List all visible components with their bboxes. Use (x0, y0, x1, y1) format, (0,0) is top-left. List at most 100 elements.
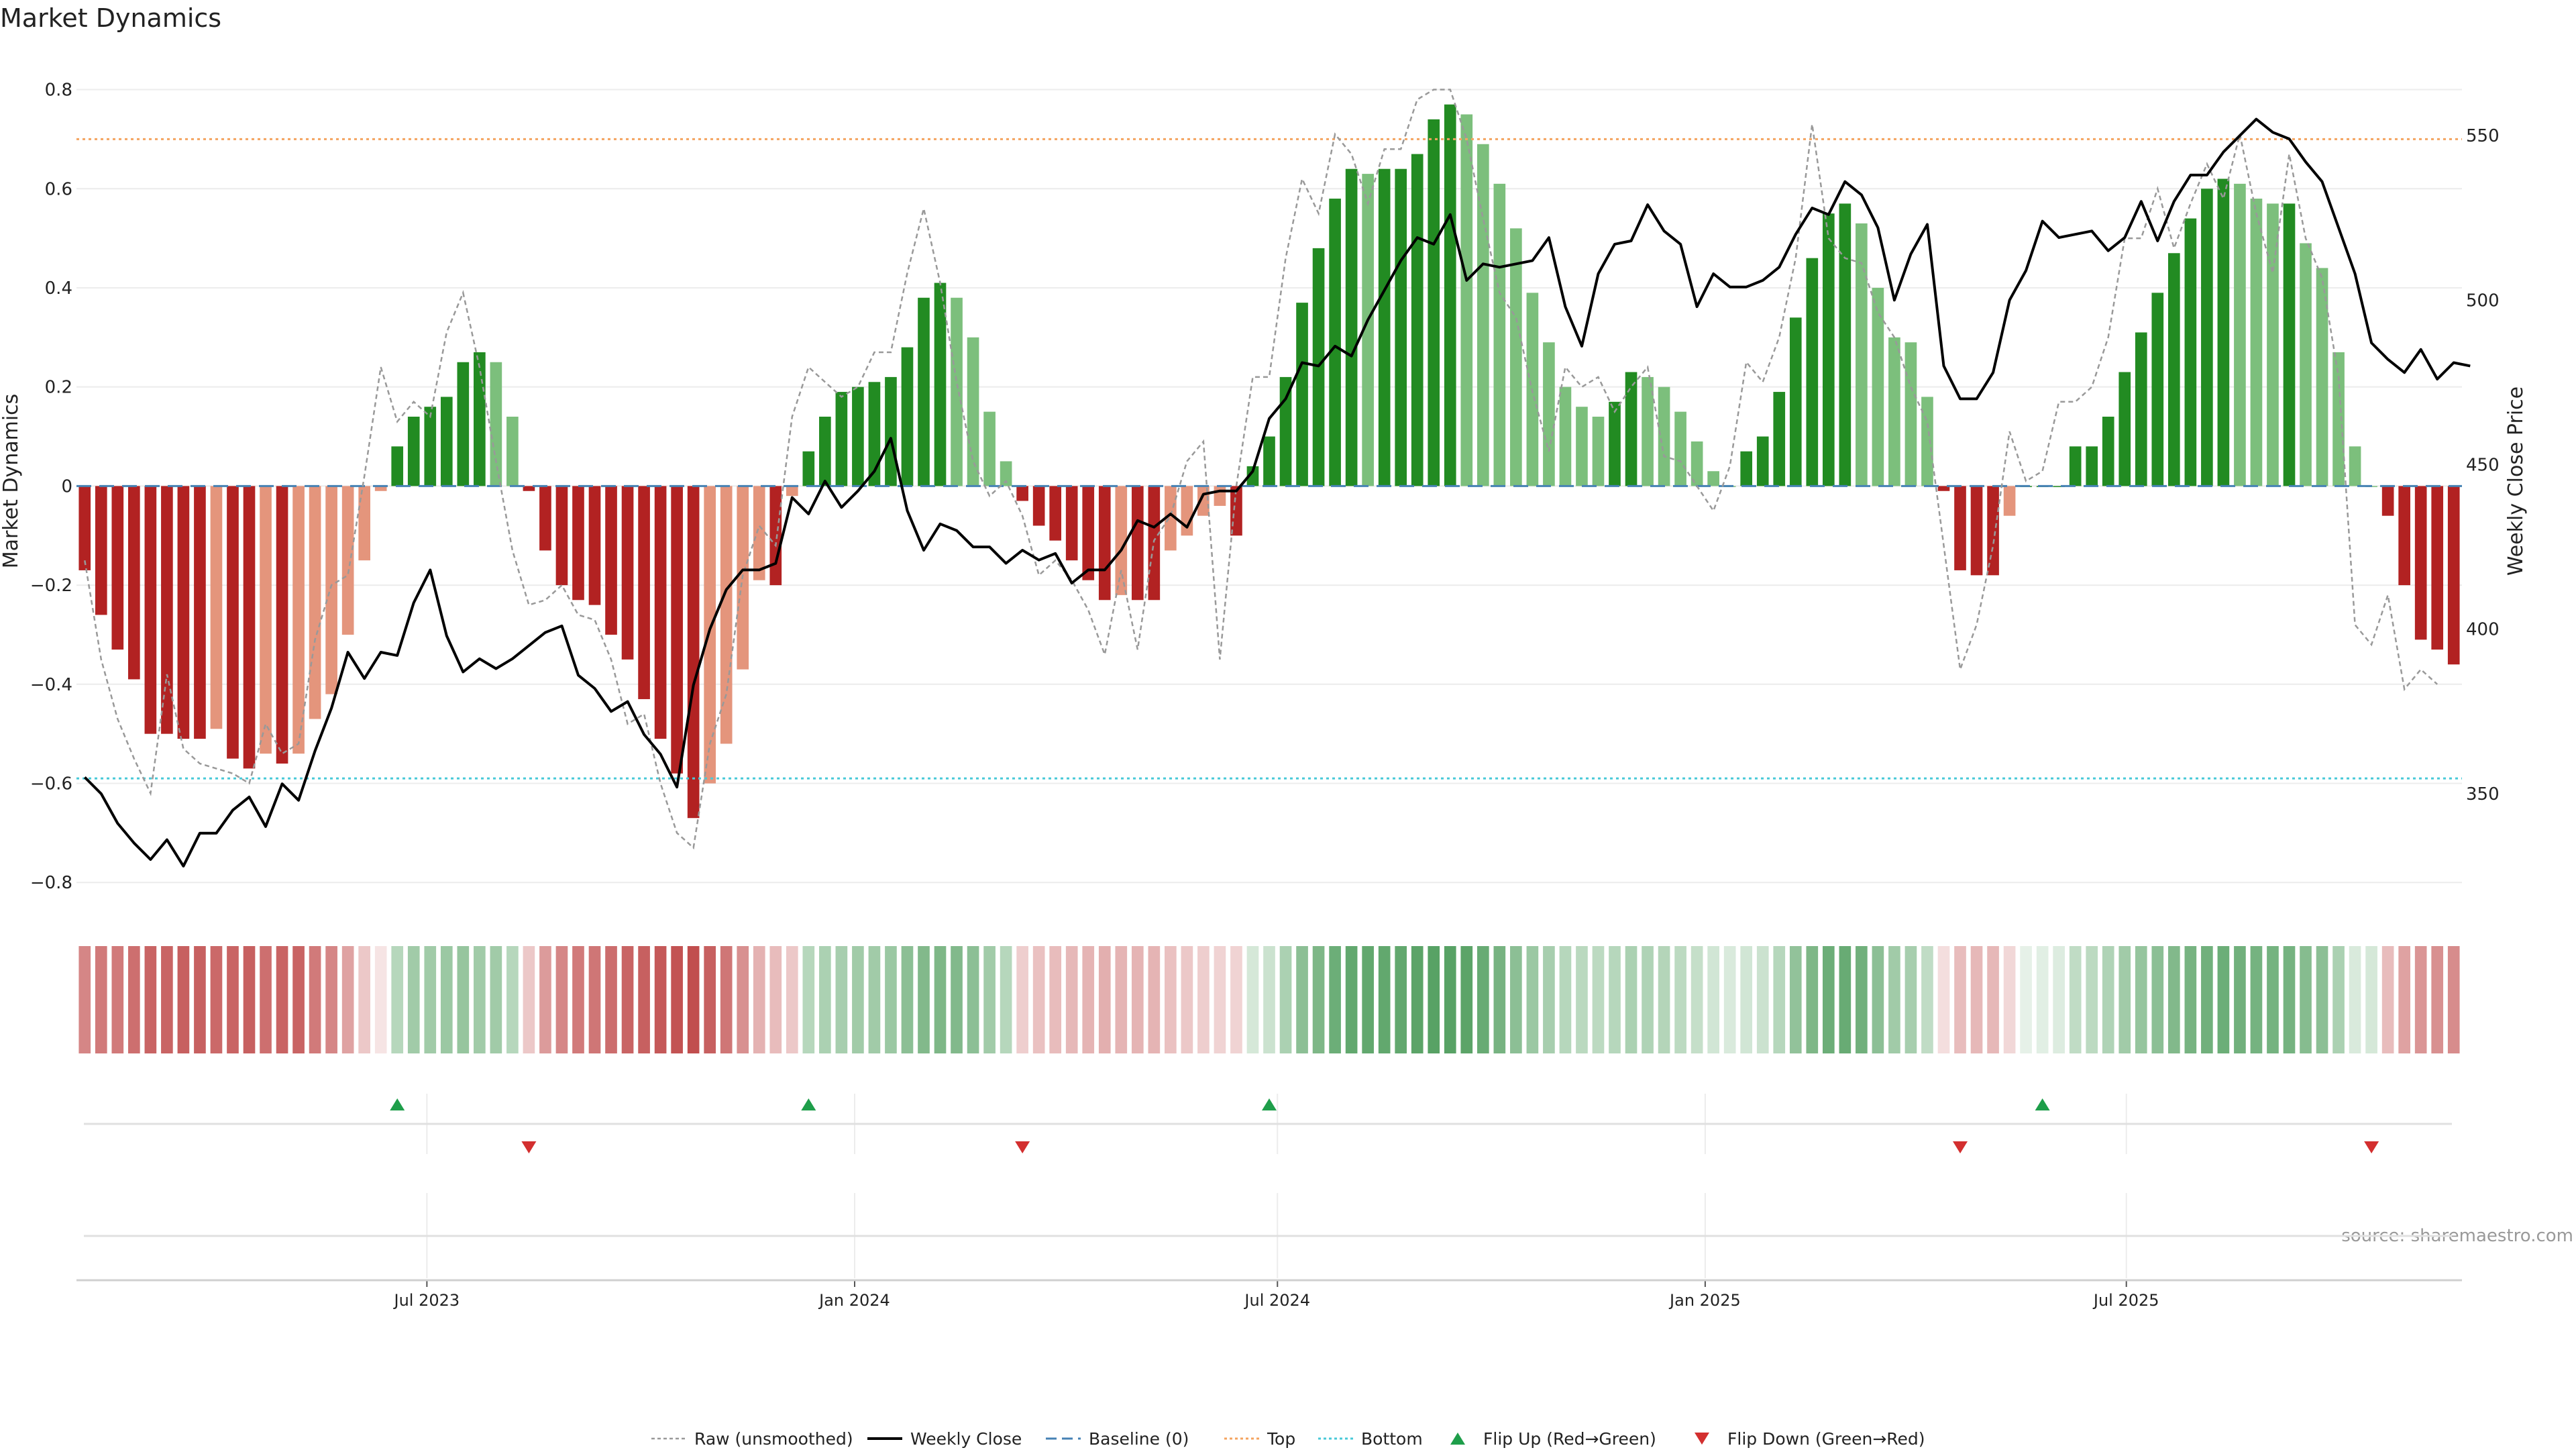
dynamics-bar (1806, 258, 1819, 486)
dynamics-bar (1888, 337, 1900, 486)
intensity-cell (407, 946, 420, 1053)
intensity-cell (753, 946, 765, 1053)
dynamics-bar (588, 486, 601, 605)
dynamics-bar (111, 486, 124, 650)
dynamics-bar (1773, 392, 1786, 486)
dynamics-bar (786, 486, 798, 497)
dynamics-bar (2431, 486, 2444, 650)
intensity-cell (1065, 946, 1078, 1053)
intensity-cell (424, 946, 437, 1053)
intensity-cell (1197, 946, 1210, 1053)
intensity-cell (1032, 946, 1045, 1053)
dynamics-bar (227, 486, 239, 759)
intensity-cell (1049, 946, 1062, 1053)
intensity-cell (2267, 946, 2279, 1053)
dynamics-bar (210, 486, 223, 729)
intensity-cell (325, 946, 337, 1053)
y-right-tick-label: 350 (2466, 784, 2500, 805)
dynamics-bar (1576, 407, 1588, 486)
dynamics-bar (1543, 342, 1555, 486)
intensity-cell (1082, 946, 1095, 1053)
dynamics-bar (934, 282, 947, 486)
intensity-cell (1609, 946, 1621, 1053)
dynamics-bar (2300, 243, 2312, 486)
dynamics-bar (1493, 183, 1506, 486)
legend-symbol-flip-up (1450, 1433, 1465, 1445)
intensity-cell (2217, 946, 2230, 1053)
intensity-cell (111, 946, 124, 1053)
dynamics-bar (1098, 486, 1111, 601)
dynamics-bar (325, 486, 337, 694)
intensity-cell (1937, 946, 1950, 1053)
intensity-cell (868, 946, 881, 1053)
dynamics-bar (720, 486, 733, 744)
intensity-cell (1773, 946, 1786, 1053)
intensity-cell (1230, 946, 1242, 1053)
intensity-cell (1658, 946, 1670, 1053)
y-axis-right-label: Weekly Close Price (2504, 386, 2528, 576)
dynamics-bar (194, 486, 206, 739)
intensity-cell (2135, 946, 2147, 1053)
dynamics-bar (1674, 411, 1686, 486)
intensity-cell (2381, 946, 2394, 1053)
dynamics-bar (1559, 386, 1572, 486)
dynamics-bar (1609, 401, 1621, 486)
intensity-cell (1756, 946, 1769, 1053)
dynamics-bar (1131, 486, 1144, 601)
dynamics-bar (1378, 168, 1391, 486)
dynamics-bar (358, 486, 371, 561)
x-tick-label: Jul 2024 (1243, 1291, 1310, 1310)
dynamics-bar (309, 486, 321, 719)
legend-label: Baseline (0) (1089, 1429, 1189, 1449)
intensity-cell (1674, 946, 1686, 1053)
intensity-cell (2332, 946, 2345, 1053)
intensity-cell (835, 946, 848, 1053)
dynamics-bar (1856, 223, 1868, 486)
intensity-cell (769, 946, 782, 1053)
intensity-cell (2003, 946, 2016, 1053)
intensity-strip (78, 946, 2460, 1053)
intensity-cell (1378, 946, 1391, 1053)
intensity-cell (1312, 946, 1325, 1053)
dynamics-bar (2201, 189, 2213, 486)
intensity-cell (2036, 946, 2049, 1053)
legend-label: Weekly Close (910, 1429, 1022, 1449)
intensity-cell (2167, 946, 2180, 1053)
dynamics-bar (2283, 203, 2296, 486)
dynamics-bar (1296, 303, 1308, 486)
dynamics-bar (1970, 486, 1983, 576)
intensity-cell (210, 946, 223, 1053)
dynamics-bar (2184, 218, 2197, 486)
intensity-cell (588, 946, 601, 1053)
y-right-tick-label: 500 (2466, 291, 2500, 311)
intensity-cell (1970, 946, 1983, 1053)
dynamics-bar (885, 376, 897, 486)
flip-markers-panel (84, 1098, 2452, 1237)
intensity-cell (687, 946, 700, 1053)
dynamics-bar (292, 486, 305, 754)
dynamics-bar (1444, 104, 1456, 486)
dynamics-bar (177, 486, 190, 739)
dynamics-bar (128, 486, 140, 680)
intensity-cell (161, 946, 173, 1053)
dynamics-bar (967, 337, 979, 486)
intensity-cell (1428, 946, 1440, 1053)
intensity-cell (1411, 946, 1424, 1053)
flip-up-marker (1262, 1098, 1277, 1110)
dynamics-bar (1592, 416, 1605, 486)
main-plot (76, 89, 2471, 868)
intensity-cell (243, 946, 256, 1053)
dynamics-bar (243, 486, 256, 769)
dynamics-bar (2053, 486, 2065, 487)
x-tick-label: Jul 2023 (393, 1291, 460, 1310)
dynamics-bar (555, 486, 568, 586)
intensity-cell (572, 946, 584, 1053)
dynamics-bar (1246, 466, 1259, 486)
intensity-cell (177, 946, 190, 1053)
dynamics-bar (539, 486, 551, 551)
dynamics-bar (2135, 332, 2147, 486)
dynamics-bar (78, 486, 91, 570)
intensity-cell (802, 946, 815, 1053)
dynamics-bar (1016, 486, 1028, 501)
